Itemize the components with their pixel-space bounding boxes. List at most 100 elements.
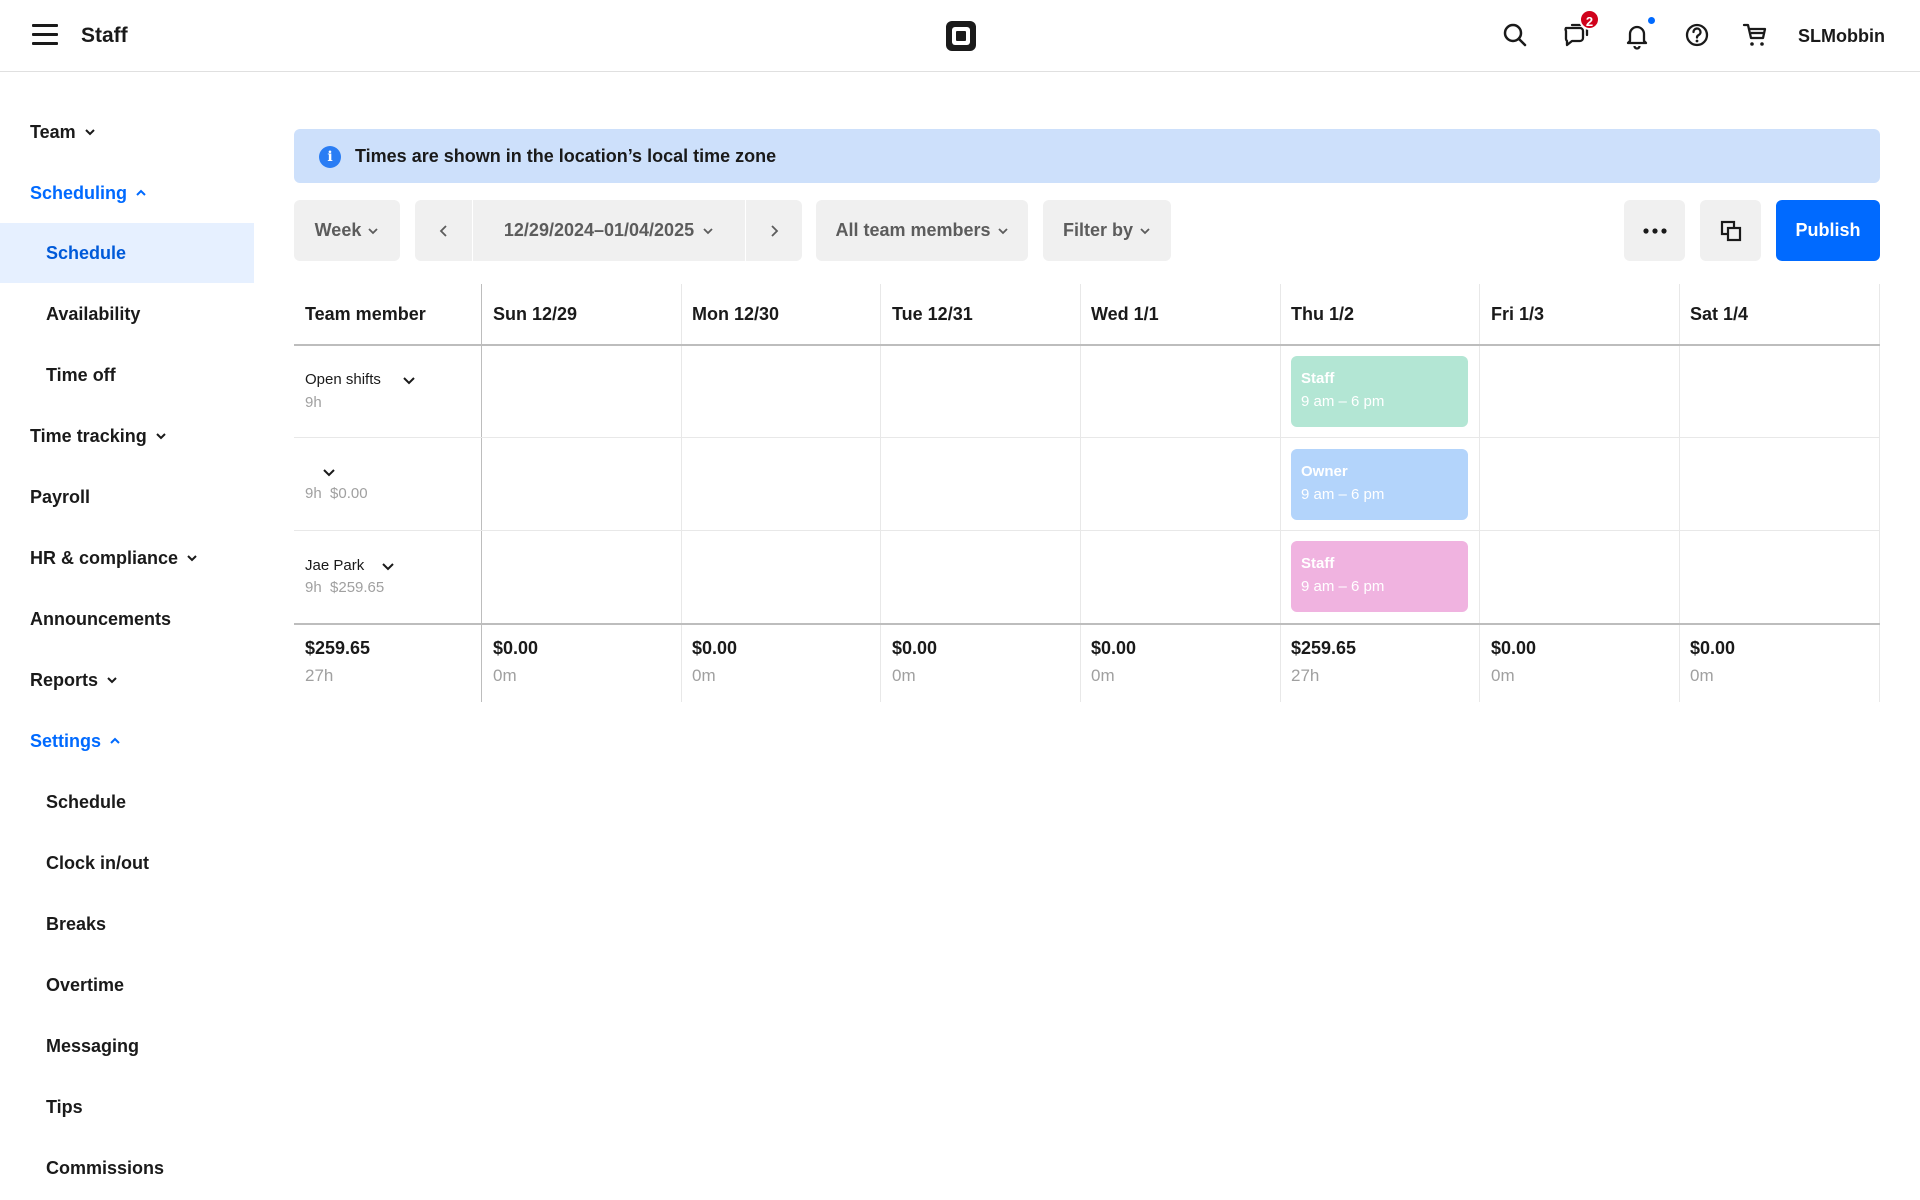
more-options-button[interactable] [1624, 200, 1685, 261]
next-week-button[interactable] [746, 200, 802, 261]
sidebar-item-messaging[interactable]: Messaging [0, 1016, 254, 1076]
sidebar-item-settings[interactable]: Settings [0, 711, 254, 771]
copy-schedule-button[interactable] [1700, 200, 1761, 261]
chevron-down-icon[interactable] [322, 466, 336, 480]
date-range-select[interactable]: 12/29/2024–01/04/2025 [473, 200, 745, 261]
filter-button[interactable]: Filter by [1043, 200, 1171, 261]
sidebar-item-team[interactable]: Team [0, 102, 254, 162]
shift-card[interactable]: Staff 9 am – 6 pm [1291, 541, 1468, 612]
sidebar-item-label: Schedule [46, 242, 127, 263]
sidebar-item-time-tracking[interactable]: Time tracking [0, 406, 254, 466]
sidebar-item-settings-schedule[interactable]: Schedule [0, 772, 254, 832]
cart-icon[interactable] [1740, 20, 1770, 50]
sidebar-item-tips[interactable]: Tips [0, 1077, 254, 1137]
column-header-day: Wed 1/1 [1091, 304, 1159, 324]
sidebar-item-time-off[interactable]: Time off [0, 345, 254, 405]
bell-icon[interactable] [1622, 20, 1652, 50]
column-divider [880, 284, 881, 702]
total-amount: $0.00 [1091, 638, 1137, 658]
account-menu[interactable]: SLMobbin [1798, 26, 1885, 46]
total-amount: $0.00 [892, 638, 938, 658]
sidebar-item-breaks[interactable]: Breaks [0, 894, 254, 954]
previous-week-button[interactable] [415, 200, 472, 261]
banner-text: Times are shown in the location’s local … [355, 146, 777, 166]
sidebar-item-label: Scheduling [30, 182, 128, 203]
sidebar-item-label: Settings [30, 730, 102, 751]
date-range-label: 12/29/2024–01/04/2025 [503, 220, 695, 240]
help-icon[interactable] [1682, 20, 1712, 50]
chevron-down-icon[interactable] [402, 374, 416, 388]
sidebar-item-scheduling[interactable]: Scheduling [0, 163, 254, 223]
shift-role: Owner [1301, 463, 1348, 480]
column-divider [1679, 284, 1680, 702]
search-icon[interactable] [1500, 20, 1530, 50]
info-icon: i [319, 146, 341, 168]
team-members-label: All team members [835, 220, 991, 240]
shift-card[interactable]: Staff 9 am – 6 pm [1291, 356, 1468, 427]
team-members-select[interactable]: All team members [816, 200, 1028, 261]
sidebar-item-label: Breaks [46, 913, 107, 934]
column-header-day: Tue 12/31 [892, 304, 973, 324]
total-amount: $0.00 [1491, 638, 1537, 658]
sidebar-item-label: Reports [30, 669, 99, 690]
sidebar-item-availability[interactable]: Availability [0, 284, 254, 344]
column-header-day: Thu 1/2 [1291, 304, 1355, 324]
sidebar-item-label: Availability [46, 303, 141, 324]
column-divider [681, 284, 682, 702]
sidebar-item-announcements[interactable]: Announcements [0, 589, 254, 649]
sidebar-item-payroll[interactable]: Payroll [0, 467, 254, 527]
sidebar-item-label: Time tracking [30, 425, 147, 446]
sidebar-item-hr-compliance[interactable]: HR & compliance [0, 528, 254, 588]
copy-icon [1720, 220, 1741, 241]
chevron-right-icon [771, 224, 779, 237]
total-hours: 0m [1690, 666, 1714, 685]
total-hours: 27h [305, 666, 334, 685]
view-select[interactable]: Week [294, 200, 400, 261]
divider [745, 200, 746, 261]
square-logo-icon[interactable] [945, 20, 977, 52]
sidebar-item-label: Messaging [46, 1035, 140, 1056]
column-header-team-member: Team member [305, 304, 426, 324]
header-divider [294, 344, 1880, 346]
shift-time: 9 am – 6 pm [1301, 578, 1385, 595]
sidebar-item-label: Overtime [46, 974, 125, 995]
sidebar-item-label: Commissions [46, 1157, 165, 1178]
filter-label: Filter by [1062, 220, 1133, 240]
column-divider [1479, 284, 1480, 702]
chevron-left-icon [439, 224, 447, 237]
sidebar-item-label: Announcements [30, 608, 172, 629]
sidebar-item-schedule[interactable]: Schedule [0, 223, 254, 283]
more-icon [1642, 227, 1667, 234]
total-hours: 0m [493, 666, 517, 685]
total-amount: $0.00 [493, 638, 539, 658]
notification-dot [1646, 15, 1657, 26]
sidebar-item-label: Payroll [30, 486, 91, 507]
chevron-down-icon[interactable] [381, 560, 395, 574]
messages-badge: 2 [1579, 9, 1600, 30]
view-select-label: Week [314, 220, 362, 240]
column-header-day: Mon 12/30 [692, 304, 780, 324]
sidebar-item-clock-in-out[interactable]: Clock in/out [0, 833, 254, 893]
sidebar-item-overtime[interactable]: Overtime [0, 955, 254, 1015]
row-summary: 9h $259.65 [305, 579, 385, 596]
sidebar-item-commissions[interactable]: Commissions [0, 1138, 254, 1198]
shift-role: Staff [1301, 555, 1335, 572]
sidebar-item-reports[interactable]: Reports [0, 650, 254, 710]
chevron-down-icon [703, 227, 713, 234]
timezone-banner: i Times are shown in the location’s loca… [294, 129, 1880, 183]
shift-time: 9 am – 6 pm [1301, 393, 1385, 410]
menu-icon[interactable] [32, 24, 58, 46]
total-hours: 0m [1491, 666, 1515, 685]
divider [472, 200, 473, 261]
date-range-group: 12/29/2024–01/04/2025 [415, 200, 802, 261]
column-divider [1879, 284, 1880, 702]
total-hours: 0m [692, 666, 716, 685]
column-divider [1080, 284, 1081, 702]
shift-card[interactable]: Owner 9 am – 6 pm [1291, 449, 1468, 520]
publish-button[interactable]: Publish [1776, 200, 1880, 261]
row-name-jae-park: Jae Park [305, 557, 365, 574]
total-hours: 0m [1091, 666, 1115, 685]
column-header-day: Sun 12/29 [493, 304, 578, 324]
sidebar-item-label: Time off [46, 364, 116, 385]
sidebar-item-label: Clock in/out [46, 852, 149, 873]
